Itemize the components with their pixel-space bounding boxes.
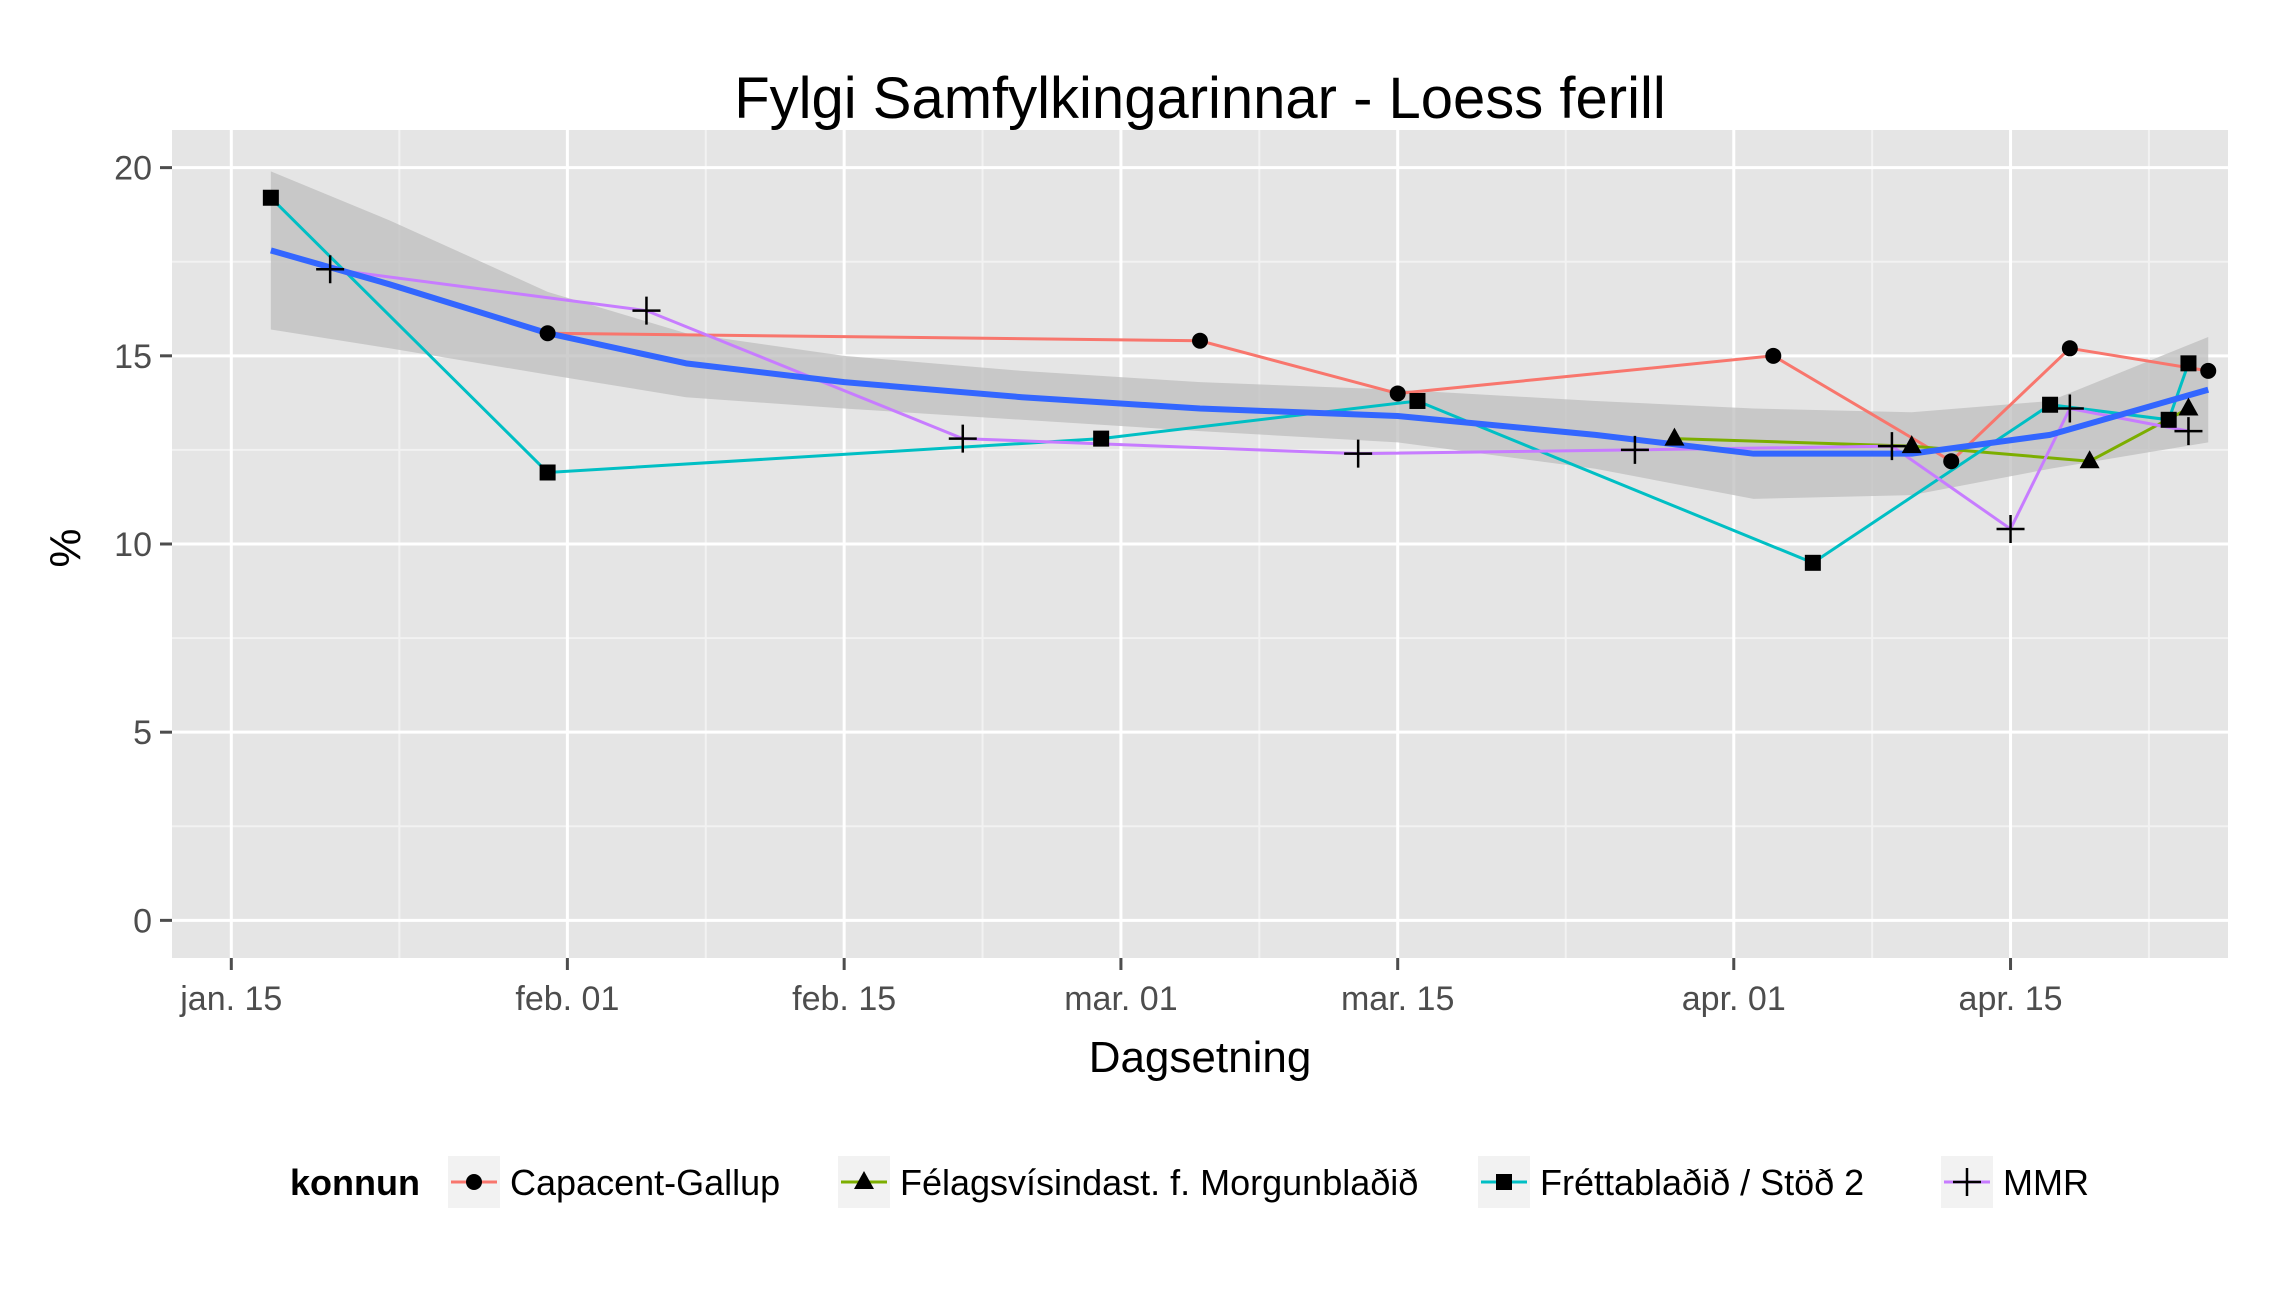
legend-label-4: MMR <box>2003 1162 2089 1203</box>
loess-confidence-band <box>270 171 2209 499</box>
grid-major <box>172 130 2228 958</box>
series-1-point <box>2200 362 2217 379</box>
x-tick-label: apr. 01 <box>1682 980 1786 1018</box>
series-4-point <box>2055 394 2084 423</box>
series-1-point <box>539 325 556 342</box>
y-tick-label: 5 <box>133 714 152 752</box>
x-tick-label: mar. 01 <box>1064 980 1177 1018</box>
legend-label-2: Félagsvísindast. f. Morgunblaðið <box>900 1162 1418 1203</box>
legend-label-3: Fréttablaðið / Stöð 2 <box>1540 1162 1864 1203</box>
series-4-point <box>2174 417 2203 446</box>
series-line-3 <box>269 196 2190 565</box>
y-axis-title: % <box>41 528 90 567</box>
series-1-point <box>2061 340 2078 357</box>
y-tick-label: 0 <box>133 902 152 940</box>
series-3-point <box>1804 554 1821 571</box>
series-4-point <box>1620 435 1649 464</box>
series-2-point <box>2178 397 2199 416</box>
series-3-point <box>1093 430 1110 447</box>
y-tick-label: 15 <box>114 338 152 376</box>
series-2-point <box>1901 435 1922 454</box>
series-4-point <box>1344 439 1373 468</box>
x-tick-label: mar. 15 <box>1341 980 1454 1018</box>
legend-label-1: Capacent-Gallup <box>510 1162 780 1203</box>
chart-title: Fylgi Samfylkingarinnar - Loess ferill <box>734 66 1666 131</box>
series-3-point <box>539 464 556 481</box>
y-tick-label: 10 <box>114 526 152 564</box>
legend-key-marker-3 <box>1496 1174 1512 1190</box>
series-1-point <box>1192 332 1208 349</box>
legend-title: konnun <box>290 1162 420 1203</box>
x-tick-label: apr. 15 <box>1959 980 2063 1018</box>
marker-layer <box>262 189 2217 571</box>
series-1-point <box>1389 385 1406 402</box>
legend: konnun Capacent-Gallup Félagsvísindast. f… <box>290 1156 2089 1208</box>
legend-key-marker-1 <box>466 1174 482 1190</box>
series-1-point <box>1943 453 1960 470</box>
x-tick-label: jan. 15 <box>179 980 282 1018</box>
series-3-point <box>2180 355 2197 372</box>
x-tick-label: feb. 01 <box>515 980 619 1018</box>
series-3-point <box>2042 396 2059 413</box>
series-line-2 <box>1674 407 2190 463</box>
x-axis-title: Dagsetning <box>1089 1033 1312 1082</box>
axis-layer: 0 5 10 15 20 jan. 15 feb. 01 feb. 15 mar. 01 mar.… <box>114 150 2062 1018</box>
series-3-point <box>2160 411 2177 428</box>
x-tick-label: feb. 15 <box>792 980 896 1018</box>
legend-key-marker-4 <box>1953 1168 1981 1196</box>
legend-key-marker-2 <box>854 1171 874 1189</box>
series-1-point <box>1765 347 1782 364</box>
series-2-point <box>2079 450 2100 469</box>
series-4-point <box>1996 514 2025 543</box>
series-4-point <box>948 424 977 453</box>
series-4-point <box>632 296 661 325</box>
series-2-point <box>1664 427 1685 446</box>
series-4-point <box>316 255 345 284</box>
series-3-point <box>1409 392 1426 409</box>
loess-band-layer <box>270 171 2209 499</box>
series-3-point <box>262 189 279 206</box>
series-4-point <box>1877 432 1906 461</box>
y-tick-label: 20 <box>114 150 152 188</box>
